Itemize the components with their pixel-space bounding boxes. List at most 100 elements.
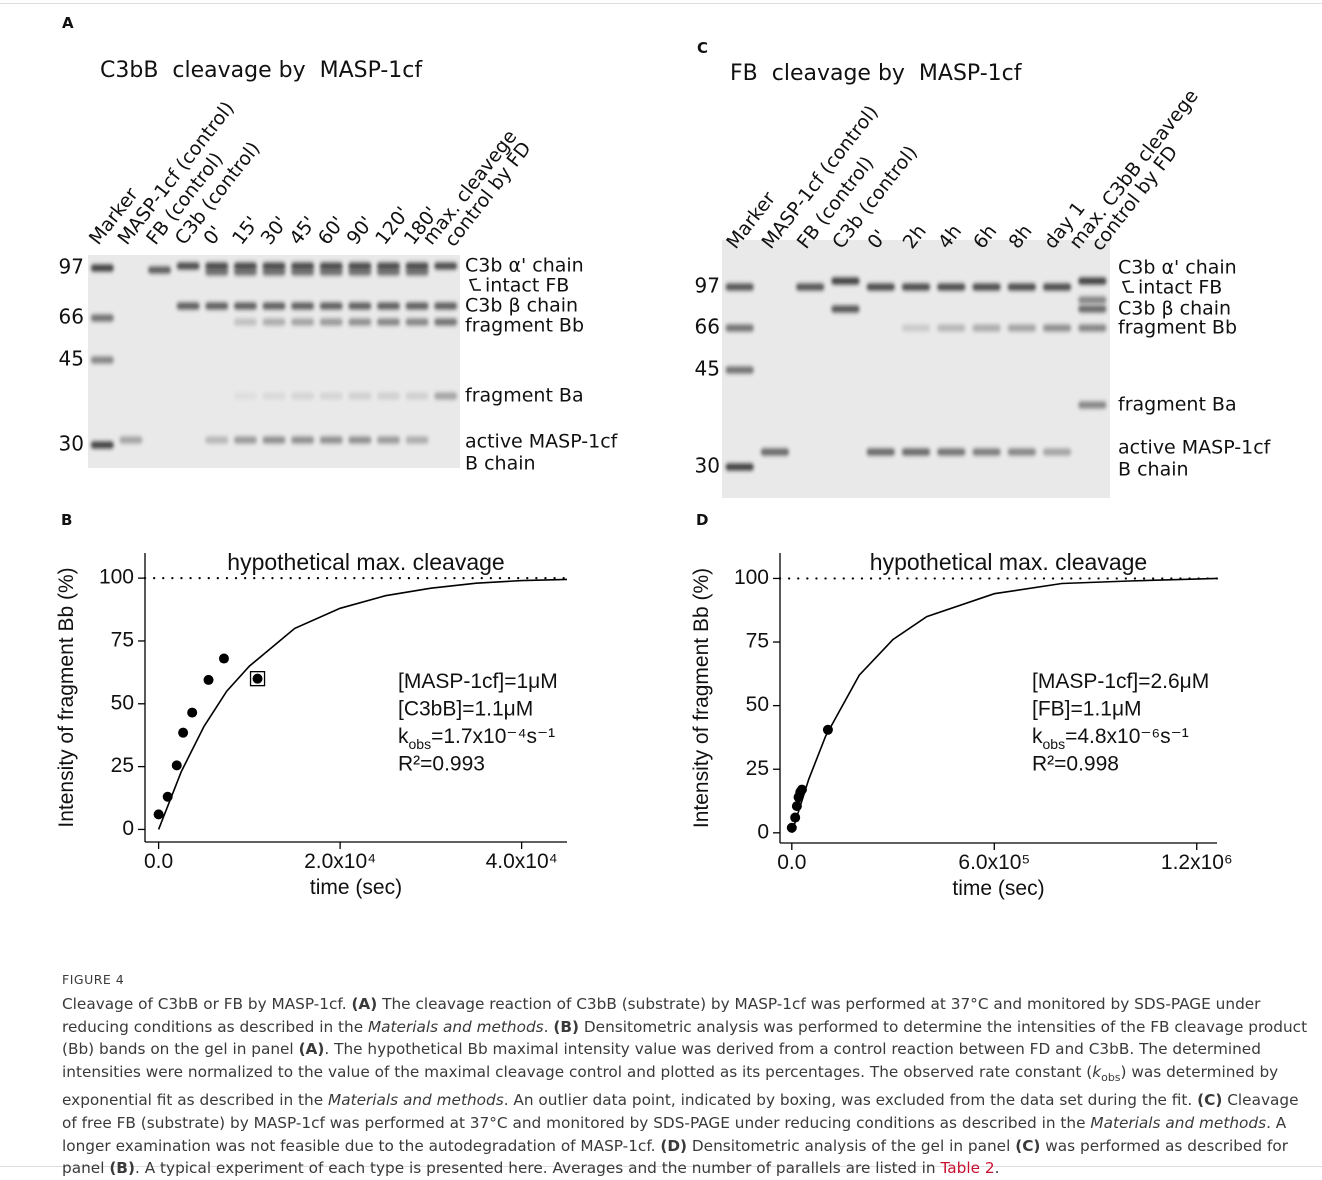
gel-band (902, 284, 930, 291)
y-tick-label: 25 (111, 754, 134, 777)
gel-band (406, 263, 429, 270)
annotation: R²=0.993 (398, 753, 485, 776)
figure-label: FIGURE 4 (62, 972, 1314, 987)
gel-band (263, 303, 286, 310)
mw-label: 66 (59, 305, 84, 329)
mw-label: 30 (695, 454, 720, 478)
caption-segment: . An outlier data point, indicated by bo… (504, 1091, 1197, 1109)
annotation-subscript: obs (1043, 736, 1066, 752)
gel-band (205, 437, 228, 444)
table-link[interactable]: Table 2 (940, 1159, 994, 1177)
band-label: fragment Bb (1118, 317, 1237, 339)
gel-band (434, 393, 457, 400)
chart: D02550751000.06.0x10⁵1.2x10⁶time (sec)In… (690, 511, 1233, 900)
annotation: kobs=1.7x10⁻⁴s⁻¹ (398, 725, 555, 752)
band-label: active MASP-1cf (1118, 437, 1272, 459)
gel-band (434, 319, 457, 326)
reference-label: hypothetical max. cleavage (227, 549, 504, 575)
gel-band (1043, 449, 1071, 456)
gel-band (205, 263, 228, 270)
gel-panel: CFB cleavage by MASP-1cfMarkerMASP-1cf (… (695, 39, 1272, 498)
gel-band (320, 319, 343, 326)
panel-letter: A (62, 14, 74, 32)
gel-band (377, 319, 400, 326)
gel-band (205, 269, 228, 276)
y-axis-label: Intensity of fragment Bb (%) (690, 568, 713, 828)
y-tick-label: 75 (746, 630, 769, 653)
gel-band (348, 393, 371, 400)
band-label: B chain (1118, 459, 1189, 481)
gel-band (177, 303, 200, 310)
panel-ref: (D) (660, 1137, 687, 1155)
caption-segment: Densitometric analysis of the gel in pan… (687, 1137, 1015, 1155)
gel-band (377, 263, 400, 270)
gel-band (291, 269, 314, 276)
x-tick-label: 0.0 (777, 851, 806, 874)
band-label: intact FB (1138, 277, 1222, 299)
gel-band (796, 284, 824, 291)
gel-band (406, 319, 429, 326)
gel-band (91, 265, 114, 272)
mw-label: 30 (59, 432, 84, 456)
lane-label: 45' (285, 212, 320, 249)
gel-band (406, 269, 429, 276)
gel-band (291, 437, 314, 444)
gel-band (148, 267, 171, 274)
section-ref: Materials and methods (1090, 1114, 1266, 1132)
caption: FIGURE 4 Cleavage of C3bB or FB by MASP-… (62, 972, 1314, 1180)
gel-band (406, 303, 429, 310)
y-tick-label: 25 (746, 757, 769, 780)
gel-image (722, 240, 1110, 498)
gel-band (91, 442, 114, 449)
annotation: kobs=4.8x10⁻⁶s⁻¹ (1032, 725, 1189, 752)
gel-band (761, 449, 789, 456)
gel-band (867, 449, 895, 456)
panel-ref: (C) (1015, 1137, 1040, 1155)
gel-band (937, 325, 965, 332)
band-label: B chain (465, 453, 536, 475)
gel-band (234, 437, 257, 444)
gel-band (937, 284, 965, 291)
data-point (187, 708, 197, 718)
gel-band (902, 449, 930, 456)
gel-band (1043, 284, 1071, 291)
gel-band (320, 437, 343, 444)
gel-band (263, 437, 286, 444)
gel-band (1008, 449, 1036, 456)
mw-label: 45 (695, 357, 720, 381)
caption-segment: . (995, 1159, 1000, 1177)
gel-band (91, 357, 114, 364)
gel-band (406, 437, 429, 444)
gel-band (348, 319, 371, 326)
panel-ref: (B) (109, 1159, 135, 1177)
y-tick-label: 0 (757, 820, 769, 843)
annotation: [MASP-1cf]=1μM (398, 670, 558, 693)
annotation: R²=0.998 (1032, 753, 1119, 776)
section-ref: Materials and methods (328, 1091, 504, 1109)
gel-band (1043, 325, 1071, 332)
y-tick-label: 100 (99, 566, 134, 589)
gel-title: C3bB cleavage by MASP-1cf (100, 58, 423, 83)
gel-band (867, 284, 895, 291)
subscript: obs (1101, 1071, 1120, 1084)
panel-letter: D (696, 511, 708, 529)
gel-band (348, 263, 371, 270)
gel-band (234, 303, 257, 310)
gel-band (726, 284, 754, 291)
data-point (219, 654, 229, 664)
gel-band (234, 269, 257, 276)
band-label: C3b α' chain (1118, 257, 1237, 279)
mw-label: 66 (695, 315, 720, 339)
gel-band (972, 284, 1000, 291)
band-label: intact FB (485, 275, 569, 297)
y-axis-label: Intensity of fragment Bb (%) (55, 567, 78, 827)
gel-band (902, 325, 930, 332)
gel-band (937, 449, 965, 456)
gel-band (291, 303, 314, 310)
gel-band (320, 393, 343, 400)
x-tick-label: 0.0 (144, 850, 173, 873)
gel-band (348, 269, 371, 276)
x-axis-label: time (sec) (952, 877, 1044, 900)
